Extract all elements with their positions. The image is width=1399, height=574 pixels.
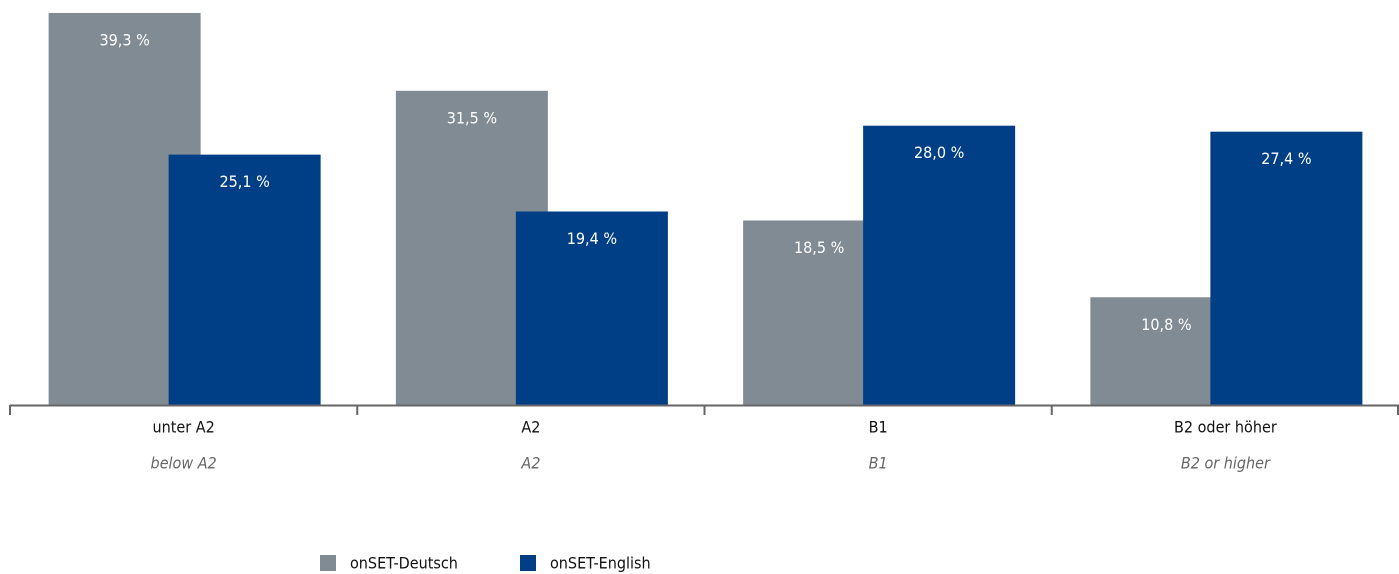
value-label: 31,5 % [447, 108, 497, 127]
value-label: 39,3 % [99, 30, 149, 49]
category-translation: B1 [869, 454, 888, 473]
value-label: 19,4 % [567, 229, 617, 248]
legend-swatch [320, 555, 336, 571]
value-label: 25,1 % [219, 172, 269, 191]
legend-label: onSET-Deutsch [350, 554, 458, 573]
value-label: 18,5 % [794, 238, 844, 257]
legend-swatch [520, 555, 536, 571]
bar [168, 154, 321, 405]
bar [515, 211, 668, 405]
category-label: A2 [521, 418, 540, 437]
category-label: B1 [869, 418, 888, 437]
value-label: 27,4 % [1261, 149, 1311, 168]
category-translation: A2 [520, 454, 540, 473]
bar [863, 125, 1016, 405]
category-translation: below A2 [151, 454, 217, 473]
category-translation: B2 or higher [1181, 454, 1271, 473]
value-label: 28,0 % [914, 143, 964, 162]
category-label: B2 oder höher [1174, 418, 1277, 437]
bar [1210, 131, 1363, 405]
category-label: unter A2 [153, 418, 215, 437]
value-label: 10,8 % [1141, 315, 1191, 334]
legend-label: onSET-English [550, 554, 651, 573]
